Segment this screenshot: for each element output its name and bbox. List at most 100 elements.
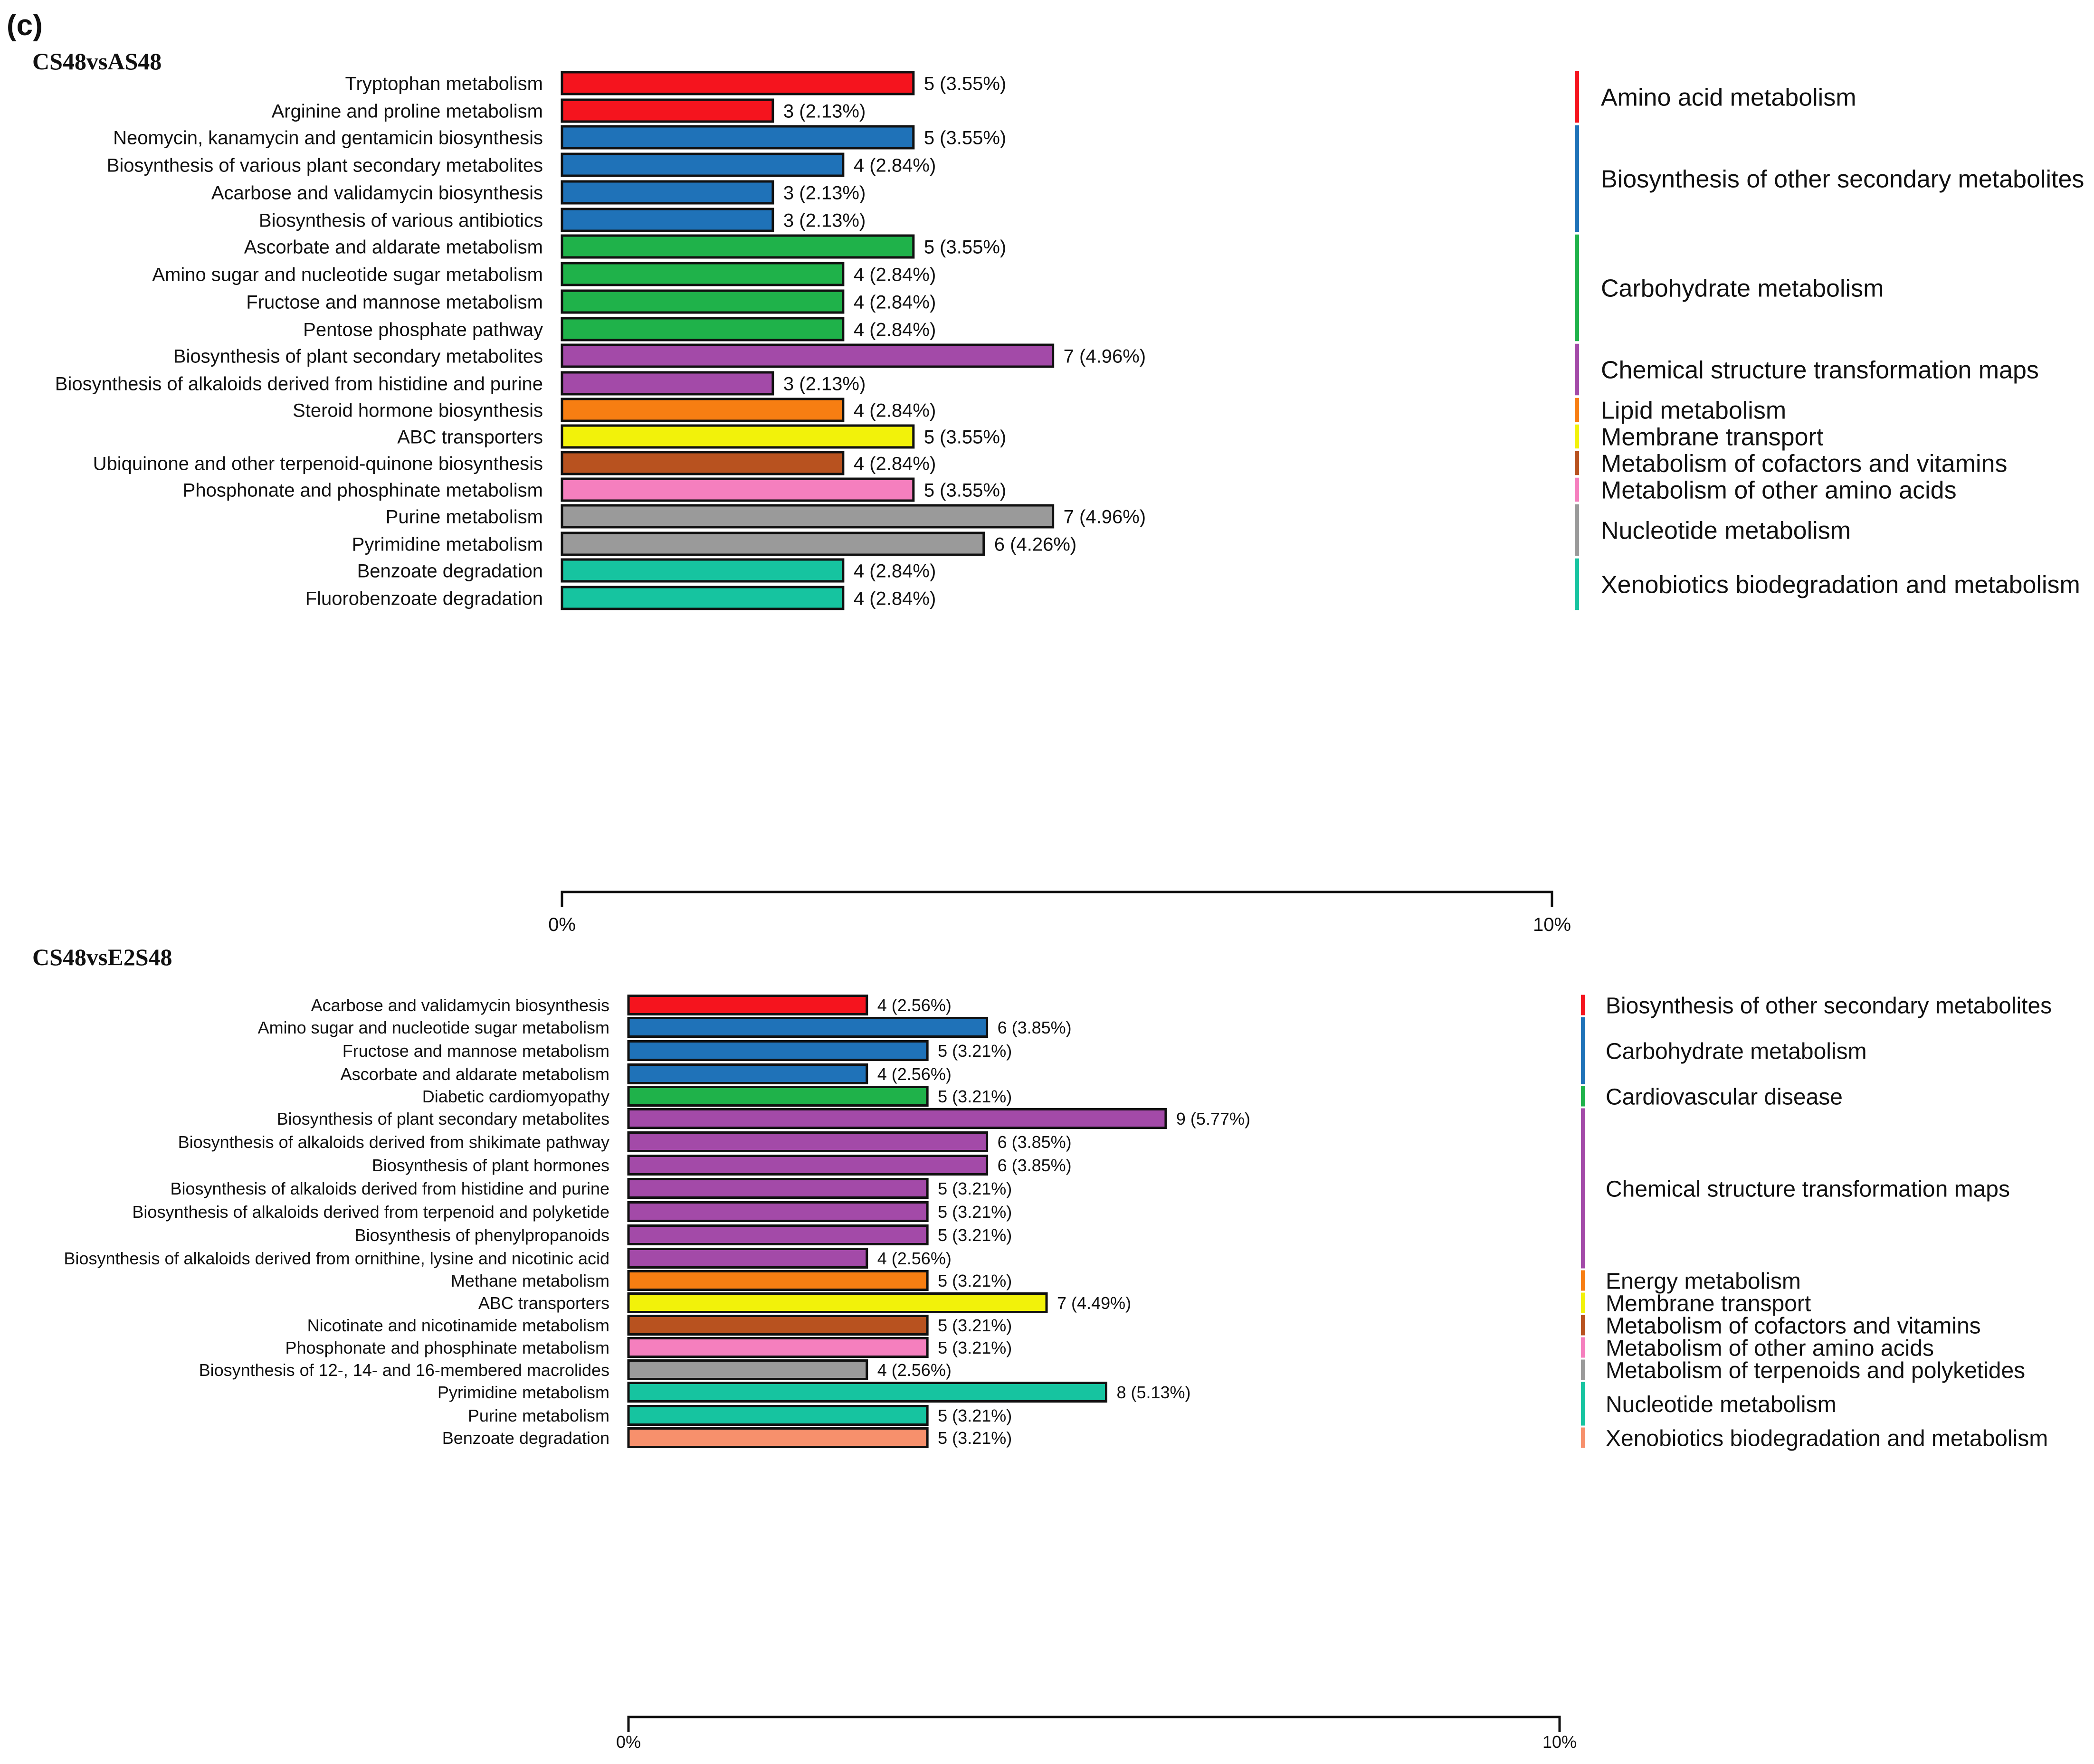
bar-value-label: 3 (2.13%) bbox=[783, 373, 866, 394]
group-label: Biosynthesis of other secondary metaboli… bbox=[1606, 993, 2052, 1018]
x-tick-label: 10% bbox=[1533, 914, 1571, 935]
x-axis bbox=[561, 891, 1553, 907]
bar-value-label: 5 (3.21%) bbox=[938, 1225, 1012, 1245]
bar-value-label: 5 (3.55%) bbox=[924, 480, 1006, 501]
bar-label: Steroid hormone biosynthesis bbox=[293, 400, 543, 421]
bar-pyrimidine-metabolism bbox=[627, 1382, 1107, 1403]
bar-acarbose-and-validamycin-biosynthesis bbox=[561, 180, 774, 205]
bar-value-label: 7 (4.96%) bbox=[1064, 506, 1146, 527]
bar-label: Amino sugar and nucleotide sugar metabol… bbox=[152, 264, 543, 285]
bar-label: Neomycin, kanamycin and gentamicin biosy… bbox=[113, 127, 543, 148]
group-label: Carbohydrate metabolism bbox=[1606, 1039, 1867, 1064]
bar-label: ABC transporters bbox=[397, 427, 543, 447]
bar-biosynthesis-of-alkaloids-derived-from-histidine-and-purine bbox=[627, 1178, 929, 1199]
bar-biosynthesis-of-various-plant-secondary-metabolites bbox=[561, 152, 845, 177]
bar-biosynthesis-of-phenylpropanoids bbox=[627, 1224, 929, 1245]
group-label: Cardiovascular disease bbox=[1606, 1084, 1843, 1110]
chart-title: CS48vsE2S48 bbox=[32, 944, 172, 970]
bar-value-label: 5 (3.21%) bbox=[938, 1202, 1012, 1222]
bar-tryptophan-metabolism bbox=[561, 71, 915, 95]
bar-value-label: 6 (3.85%) bbox=[998, 1018, 1072, 1037]
bar-value-label: 3 (2.13%) bbox=[783, 101, 866, 122]
bar-value-label: 5 (3.21%) bbox=[938, 1406, 1012, 1425]
bar-ascorbate-and-aldarate-metabolism bbox=[627, 1063, 868, 1084]
bar-value-label: 4 (2.56%) bbox=[877, 1064, 952, 1084]
bar-label: Diabetic cardiomyopathy bbox=[422, 1087, 609, 1106]
x-tick-label: 10% bbox=[1542, 1732, 1577, 1752]
bar-fructose-and-mannose-metabolism bbox=[627, 1040, 929, 1061]
group-label: Chemical structure transformation maps bbox=[1606, 1176, 2010, 1202]
bar-value-label: 4 (2.56%) bbox=[877, 1249, 952, 1268]
chart-cs48-vs-e2s48: CS48vsE2S48 Acarbose and validamycin bios… bbox=[32, 944, 2052, 1752]
bar-label: Ascorbate and aldarate metabolism bbox=[341, 1064, 609, 1084]
bar-value-label: 4 (2.56%) bbox=[877, 996, 952, 1015]
bar-label: Nicotinate and nicotinamide metabolism bbox=[307, 1316, 609, 1335]
panel-label: (c) bbox=[7, 9, 43, 42]
group-label: Metabolism of terpenoids and polyketides bbox=[1606, 1358, 2025, 1383]
bar-value-label: 5 (3.21%) bbox=[938, 1041, 1012, 1061]
bar-label: Biosynthesis of various antibiotics bbox=[259, 210, 543, 231]
group-label: Chemical structure transformation maps bbox=[1601, 357, 2039, 384]
group-label: Metabolism of cofactors and vitamins bbox=[1601, 450, 2007, 478]
bar-value-label: 4 (2.84%) bbox=[854, 155, 936, 176]
bar-label: Biosynthesis of alkaloids derived from s… bbox=[178, 1132, 609, 1152]
bar-neomycin-kanamycin-and-gentamicin-biosynthesis bbox=[561, 125, 915, 150]
x-axis bbox=[627, 1716, 1561, 1732]
bar-label: Methane metabolism bbox=[451, 1271, 609, 1290]
bar-value-label: 4 (2.56%) bbox=[877, 1360, 952, 1380]
bar-biosynthesis-of-alkaloids-derived-from-histidine-and-purine bbox=[561, 371, 774, 396]
bar-value-label: 5 (3.21%) bbox=[938, 1338, 1012, 1357]
bar-value-label: 4 (2.84%) bbox=[854, 319, 936, 340]
bar-purine-metabolism bbox=[561, 504, 1055, 529]
bar-value-label: 4 (2.84%) bbox=[854, 400, 936, 421]
bar-label: Biosynthesis of various plant secondary … bbox=[107, 155, 543, 176]
bar-methane-metabolism bbox=[627, 1270, 929, 1291]
group-label: Amino acid metabolism bbox=[1601, 84, 1856, 112]
bar-value-label: 6 (4.26%) bbox=[994, 534, 1076, 555]
group-label: Xenobiotics biodegradation and metabolis… bbox=[1601, 571, 2080, 599]
bar-value-label: 4 (2.84%) bbox=[854, 453, 936, 474]
bar-arginine-and-proline-metabolism bbox=[561, 98, 774, 123]
bar-biosynthesis-of-plant-secondary-metabolites bbox=[561, 343, 1055, 368]
bar-benzoate-degradation bbox=[561, 558, 845, 583]
bar-value-label: 5 (3.21%) bbox=[938, 1271, 1012, 1290]
bar-label: Biosynthesis of alkaloids derived from t… bbox=[132, 1202, 609, 1222]
group-label: Metabolism of cofactors and vitamins bbox=[1606, 1313, 1981, 1338]
bar-value-label: 4 (2.84%) bbox=[854, 588, 936, 609]
bar-value-label: 5 (3.55%) bbox=[924, 427, 1006, 447]
bar-benzoate-degradation bbox=[627, 1427, 929, 1448]
group-label: Carbohydrate metabolism bbox=[1601, 275, 1884, 303]
bar-value-label: 5 (3.21%) bbox=[938, 1316, 1012, 1335]
bar-label: Purine metabolism bbox=[386, 506, 543, 527]
bar-label: Benzoate degradation bbox=[357, 560, 543, 581]
bar-label: Pyrimidine metabolism bbox=[352, 534, 543, 555]
bar-value-label: 5 (3.21%) bbox=[938, 1087, 1012, 1106]
group-label: Membrane transport bbox=[1601, 424, 1824, 451]
bar-amino-sugar-and-nucleotide-sugar-metabolism bbox=[561, 262, 845, 286]
bar-pyrimidine-metabolism bbox=[561, 531, 985, 556]
bar-label: Biosynthesis of plant secondary metaboli… bbox=[173, 346, 543, 367]
bar-pentose-phosphate-pathway bbox=[561, 317, 845, 341]
bar-value-label: 5 (3.55%) bbox=[924, 73, 1006, 94]
bar-label: Pyrimidine metabolism bbox=[438, 1383, 609, 1402]
bar-biosynthesis-of-various-antibiotics bbox=[561, 208, 774, 232]
bar-label: Acarbose and validamycin biosynthesis bbox=[211, 182, 543, 203]
bar-label: Acarbose and validamycin biosynthesis bbox=[311, 996, 609, 1015]
bar-label: Biosynthesis of 12-, 14- and 16-membered… bbox=[199, 1360, 609, 1380]
bar-value-label: 7 (4.49%) bbox=[1057, 1293, 1131, 1313]
bar-label: Arginine and proline metabolism bbox=[272, 101, 543, 122]
bar-purine-metabolism bbox=[627, 1405, 929, 1426]
bar-label: Fructose and mannose metabolism bbox=[343, 1041, 609, 1061]
bar-label: Biosynthesis of alkaloids derived from o… bbox=[64, 1249, 609, 1268]
x-tick-label: 0% bbox=[548, 914, 576, 935]
bar-label: Biosynthesis of phenylpropanoids bbox=[355, 1225, 609, 1245]
x-tick-label: 0% bbox=[616, 1732, 641, 1752]
bar-label: Phosphonate and phosphinate metabolism bbox=[286, 1338, 610, 1357]
bar-label: Biosynthesis of plant hormones bbox=[372, 1156, 609, 1175]
group-label: Xenobiotics biodegradation and metabolis… bbox=[1606, 1426, 2048, 1451]
bar-fructose-and-mannose-metabolism bbox=[561, 289, 845, 314]
bar-biosynthesis-of-alkaloids-derived-from-shikimate-pathway bbox=[627, 1131, 989, 1152]
bar-value-label: 6 (3.85%) bbox=[998, 1132, 1072, 1152]
group-label: Metabolism of other amino acids bbox=[1601, 477, 1957, 504]
